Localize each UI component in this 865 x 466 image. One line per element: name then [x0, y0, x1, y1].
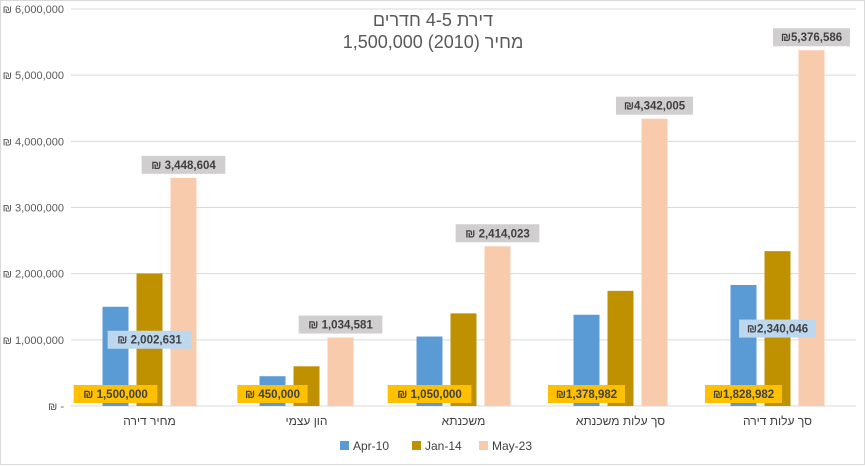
y-tick-label: ₪ 1,000,000	[3, 335, 64, 347]
data-label-box	[548, 385, 625, 403]
data-label-box	[705, 385, 782, 403]
x-category-label: הון עצמי	[285, 414, 327, 428]
data-label: ₪4,342,005	[624, 101, 686, 113]
data-labels: ₪ 1,500,000 ₪ 450,000 ₪ 1,050,000 ₪1,378,98…	[73, 28, 850, 403]
data-label-box	[739, 319, 816, 338]
chart-title: דירת 4-5 חדרים	[373, 10, 493, 30]
data-label-box	[773, 28, 850, 47]
x-category-label: סך עלות דירה	[743, 414, 812, 428]
x-axis-categories: מחיר דירה הון עצמי משכנתא סך עלות משכנתא סך …	[123, 414, 812, 428]
data-label-box	[107, 330, 192, 349]
data-label: ₪ 450,000	[245, 389, 300, 401]
chart-subtitle: מחיר (2010) 1,500,000	[343, 32, 524, 52]
data-label: ₪ 1,050,000	[397, 389, 462, 401]
x-category-label: מחיר דירה	[123, 414, 175, 428]
data-label: ₪5,376,586	[781, 32, 842, 44]
bar-may-23	[798, 50, 825, 406]
y-tick-label: ₪ 4,000,000	[3, 136, 64, 148]
legend-label: May-23	[492, 439, 532, 453]
x-category-label: משכנתא	[442, 414, 486, 428]
data-label: ₪ 1,034,581	[308, 320, 373, 332]
y-tick-label: ₪ 2,000,000	[3, 269, 64, 281]
y-tick-label: ₪ 6,000,000	[3, 4, 64, 16]
data-label: ₪1,828,982	[713, 389, 774, 401]
data-label-box	[387, 385, 472, 403]
data-label-box	[455, 224, 540, 243]
data-label: ₪ 1,500,000	[83, 389, 148, 401]
data-label-box	[616, 96, 693, 115]
y-tick-label: ₪ 3,000,000	[3, 203, 64, 215]
data-label-box	[73, 385, 158, 403]
legend-label: Apr-10	[353, 439, 389, 453]
data-label: ₪1,378,982	[556, 389, 617, 401]
y-tick-label: ₪ 5,000,000	[3, 70, 64, 82]
legend: Apr-10 Jan-14 May-23	[340, 439, 532, 453]
x-category-label: סך עלות משכנתא	[576, 414, 665, 428]
bar-may-23	[484, 246, 511, 406]
legend-label: Jan-14	[425, 439, 462, 453]
data-label-box	[141, 155, 226, 174]
data-label: ₪ 2,414,023	[465, 228, 530, 240]
data-label: ₪ 3,448,604	[151, 160, 216, 172]
bar-may-23	[641, 118, 668, 406]
data-label-box	[298, 315, 383, 334]
legend-swatch-may-23	[479, 441, 488, 450]
y-tick-label: ₪ -	[48, 401, 64, 413]
bar-may-23	[327, 337, 354, 406]
data-label: ₪2,340,046	[747, 324, 808, 336]
bar-may-23	[170, 177, 197, 406]
data-label-box	[237, 385, 308, 403]
legend-swatch-jan-14	[412, 441, 421, 450]
data-label: ₪ 2,002,631	[117, 335, 182, 347]
gridlines	[71, 8, 856, 407]
legend-swatch-apr-10	[340, 441, 349, 450]
y-axis-ticks: ₪ - ₪ 1,000,000 ₪ 2,000,000 ₪ 3,000,000 ₪ 4,…	[3, 4, 65, 413]
